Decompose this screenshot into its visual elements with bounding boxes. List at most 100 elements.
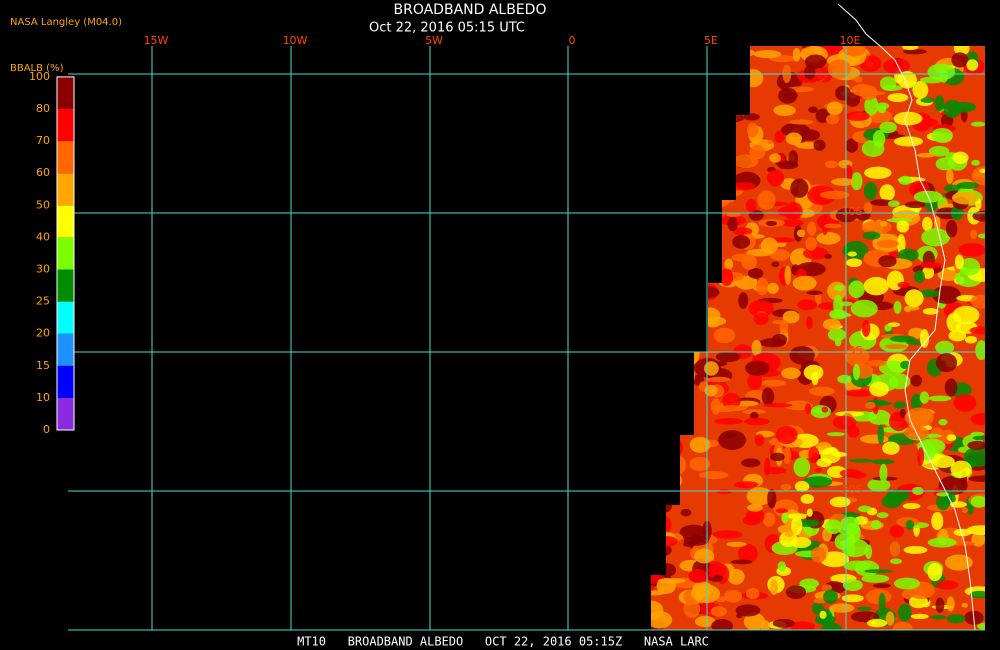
patch [914, 270, 925, 284]
patch [713, 327, 736, 344]
patch [920, 261, 943, 269]
patch [851, 83, 873, 97]
patch [905, 519, 915, 530]
patch [784, 513, 810, 519]
patch [733, 481, 759, 489]
patch [766, 169, 785, 187]
patch [864, 569, 894, 574]
patch [932, 455, 955, 468]
source-label: NASA Langley (M04.0) [10, 17, 122, 28]
patch [790, 178, 809, 198]
patch [882, 84, 903, 91]
colorbar-tick-label: 25 [36, 295, 50, 308]
patch [921, 228, 950, 247]
patch [917, 289, 941, 298]
patch [731, 253, 756, 262]
patch [892, 621, 913, 630]
patch [829, 46, 838, 52]
patch [821, 406, 829, 413]
patch [910, 374, 923, 387]
colorbar-segment [57, 333, 74, 366]
patch [764, 457, 771, 476]
patch [840, 516, 860, 532]
patch [842, 579, 863, 592]
patch [970, 294, 985, 309]
patch [789, 346, 815, 365]
patch [903, 545, 928, 554]
patch [778, 87, 798, 104]
patch [975, 340, 985, 361]
patch [689, 456, 711, 472]
patch [829, 603, 855, 613]
patch [852, 363, 861, 381]
patch [900, 360, 911, 370]
title: BROADBAND ALBEDO [394, 2, 547, 18]
patch [872, 130, 886, 148]
patch [944, 554, 973, 571]
patch [819, 190, 850, 200]
patch [793, 457, 811, 477]
patch [945, 219, 958, 238]
patch [954, 254, 964, 270]
patch [827, 59, 852, 79]
patch [775, 508, 789, 514]
patch [808, 446, 820, 464]
patch [885, 611, 895, 626]
lon-label: 0 [569, 34, 576, 47]
patch [936, 492, 950, 497]
patch [902, 503, 921, 510]
patch [770, 249, 791, 261]
patch [747, 372, 762, 390]
patch [894, 577, 921, 590]
patch [710, 398, 721, 415]
patch [853, 76, 863, 83]
patch [791, 516, 803, 536]
patch [780, 483, 792, 491]
patch [704, 361, 719, 376]
patch [846, 539, 856, 557]
patch [724, 258, 734, 271]
patch [946, 614, 966, 624]
patch [902, 46, 919, 51]
patch [825, 114, 840, 125]
patch [771, 261, 780, 268]
patch [781, 512, 790, 523]
patch [910, 613, 929, 620]
patch [889, 335, 917, 343]
patch [948, 329, 967, 342]
patch [897, 603, 912, 622]
patch [789, 119, 814, 125]
patch [883, 58, 911, 75]
patch [718, 430, 747, 451]
patch [858, 505, 872, 513]
patch [862, 231, 881, 240]
patch [816, 231, 841, 245]
patch [867, 359, 887, 367]
patch [724, 589, 743, 603]
patch [935, 597, 945, 613]
patch [964, 335, 978, 344]
patch [879, 463, 888, 483]
patch [870, 519, 882, 530]
patch [727, 568, 745, 585]
patch [952, 151, 969, 164]
patch [930, 615, 947, 620]
patch [756, 277, 769, 296]
patch [946, 312, 962, 333]
patch [849, 458, 873, 463]
patch [774, 130, 785, 143]
patch [953, 46, 970, 56]
patch [741, 458, 761, 468]
patch [745, 587, 760, 600]
patch [835, 208, 858, 223]
patch [780, 219, 804, 227]
patch [877, 105, 887, 114]
patch [871, 459, 895, 465]
patch [837, 374, 852, 384]
patch [904, 289, 924, 308]
patch [805, 316, 813, 330]
patch [829, 496, 851, 508]
patch [726, 212, 742, 218]
patch [785, 132, 802, 146]
patch [761, 387, 775, 406]
